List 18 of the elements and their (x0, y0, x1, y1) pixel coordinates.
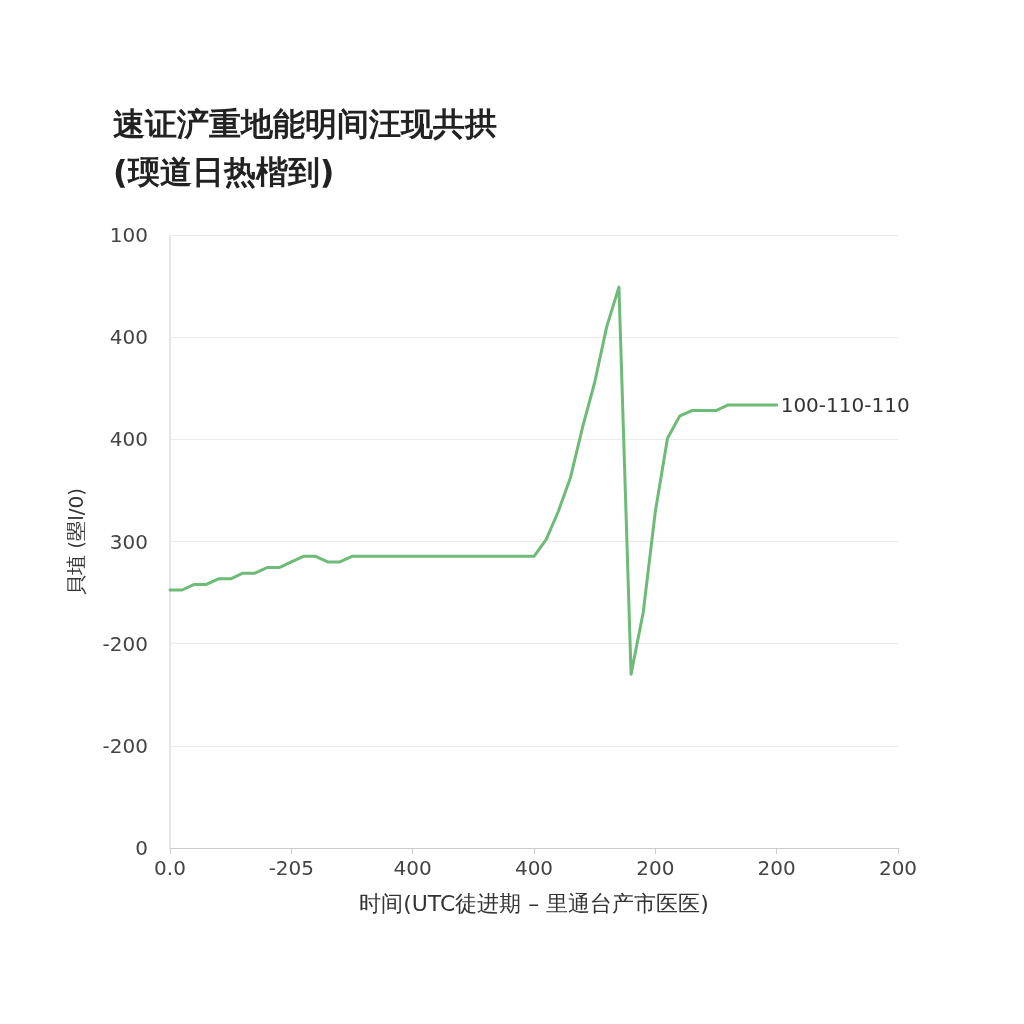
x-tick-label: -205 (268, 856, 315, 880)
annotation: 100-110-110 (780, 392, 910, 417)
text: -200 (102, 733, 148, 758)
y-axis-title: 貝埴 (曌l/0) (64, 488, 88, 595)
chart-title: 速证浐重地能明间汪现共拱 (瑌道日热楷到) (113, 105, 497, 191)
text: 100 (109, 223, 148, 247)
x-tick-label: 0.0 (154, 856, 186, 880)
x-tick-label: 200 (757, 856, 796, 880)
x-tick-label: 400 (393, 856, 432, 880)
text: -200 (102, 631, 148, 656)
x-tick-label: 200 (878, 856, 918, 880)
text: 400 (109, 427, 148, 452)
x-tick-label: 400 (514, 856, 554, 880)
text: 0 (135, 836, 148, 860)
text: 300 (109, 529, 148, 554)
text: 400 (109, 325, 148, 350)
x-tick-label: 200 (636, 856, 675, 880)
x-axis-title: 时间(UTC徒进期 – 里通台产市医医) (359, 890, 709, 916)
